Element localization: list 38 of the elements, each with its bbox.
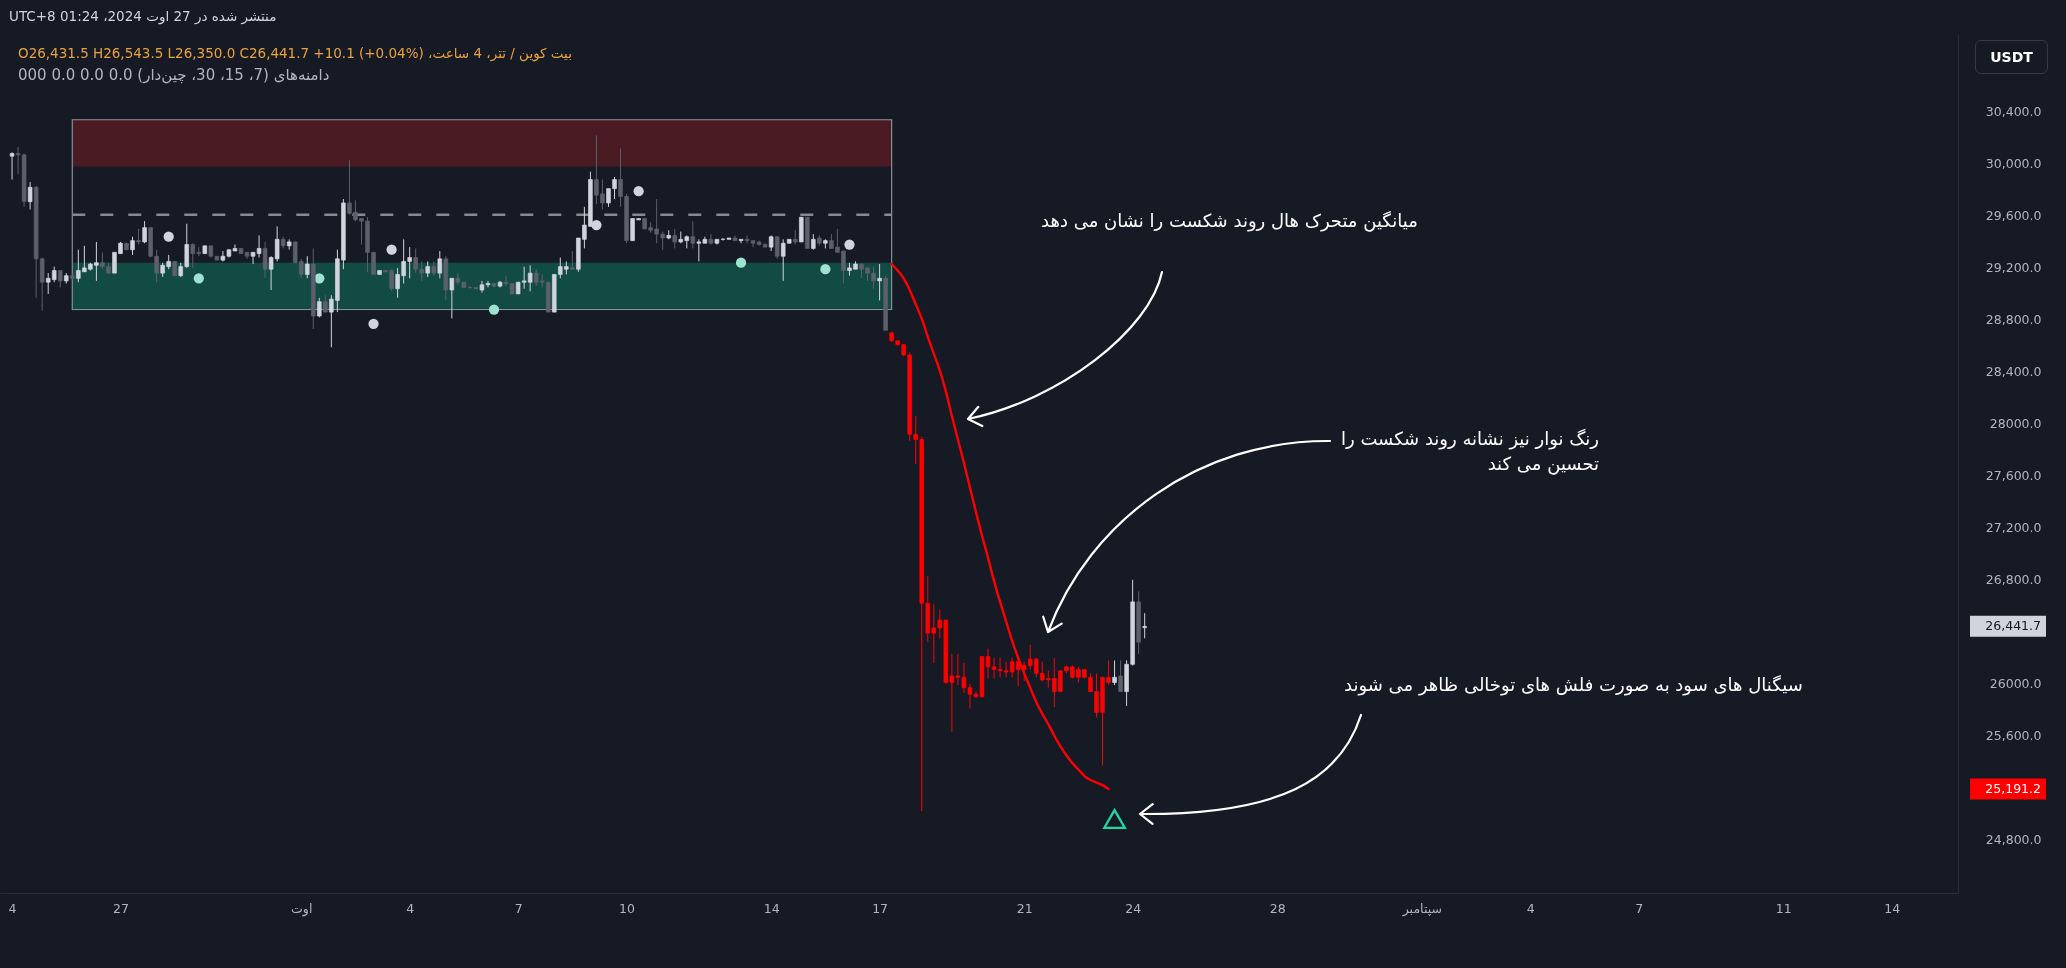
y-tick-label: 24,800.0 <box>1985 832 2042 848</box>
y-tick-label: 29,600.0 <box>1985 208 2042 224</box>
y-tick-label: 26,800.0 <box>1985 572 2042 588</box>
text: بیت کوین / تتر، 4 ساعت، O26,431.5 H26,543.5 L26,350.0 C26,441.7 +10.1 (+0.04%) <box>18 45 572 61</box>
annotation: میانگین متحرک هال روند شکست را نشان می دهد <box>1041 209 1418 233</box>
x-tick-label: 17 <box>872 900 889 916</box>
x-tick-label: 7 <box>1635 900 1644 916</box>
y-tick-label: 29,200.0 <box>1985 260 2042 276</box>
x-tick-label: 4 <box>1526 900 1535 916</box>
y-tick-label: 27,200.0 <box>1985 520 2042 536</box>
x-tick-label: 7 <box>514 900 523 916</box>
y-tick-label: 25,600.0 <box>1985 728 2042 744</box>
annotation: دامنه‌های (7، 15، 30، چین‌دار) 0.0 0.0 0.0 000 <box>18 65 330 85</box>
x-tick-label: 4 <box>8 900 17 916</box>
annotation: رنگ نوار نیز نشانه روند شکست را تحسین می کند <box>1341 427 1600 476</box>
x-tick-label: 27 <box>113 900 129 916</box>
chart-title: منتشر شده در 27 اوت 2024، 01:24 UTC+8 <box>9 8 277 24</box>
x-tick-label: سپتامبر <box>1401 900 1442 917</box>
y-axis-title: USDT <box>1975 40 2048 74</box>
y-tick-label: 30,000.0 <box>1985 156 2042 172</box>
y-tick-label: 26000.0 <box>1989 676 2042 692</box>
x-tick-label: 14 <box>763 900 780 916</box>
x-tick-label: 11 <box>1775 900 1792 916</box>
x-tick-label: 10 <box>619 900 636 916</box>
y-tick-label: 28,400.0 <box>1985 364 2042 380</box>
text: 26,441.7 <box>1985 618 2041 634</box>
text: 25,191.2 <box>1985 780 2041 796</box>
annotation: سیگنال های سود به صورت فلش های توخالی ظاهر می شوند <box>1344 673 1803 697</box>
x-tick-label: 4 <box>406 900 415 916</box>
y-tick-label: 27,600.0 <box>1985 468 2042 484</box>
y-tick-label: 30,400.0 <box>1985 104 2042 120</box>
y-tick-label: 28000.0 <box>1989 416 2042 432</box>
x-tick-label: 14 <box>1884 900 1901 916</box>
x-tick-label: 24 <box>1125 900 1142 916</box>
x-tick-label: 21 <box>1016 900 1033 916</box>
y-tick-label: 28,800.0 <box>1985 312 2042 328</box>
x-tick-label: اوت <box>291 900 313 917</box>
x-tick-label: 28 <box>1269 900 1286 916</box>
